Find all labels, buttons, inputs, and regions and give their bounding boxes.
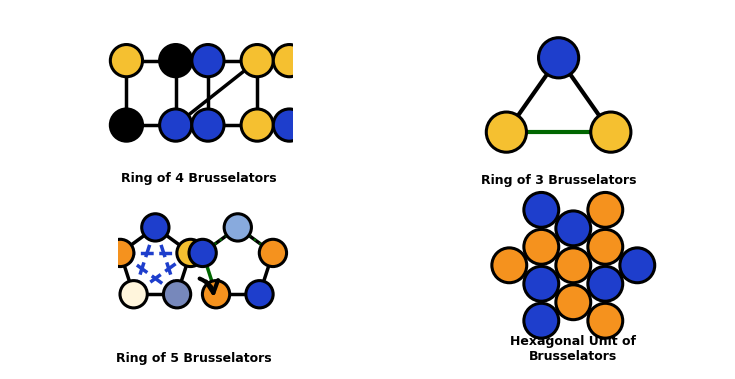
- Circle shape: [110, 44, 143, 77]
- Circle shape: [241, 44, 273, 77]
- Circle shape: [273, 44, 306, 77]
- Circle shape: [487, 112, 526, 152]
- Circle shape: [588, 266, 623, 301]
- Circle shape: [588, 303, 623, 338]
- Circle shape: [110, 109, 143, 141]
- Circle shape: [524, 266, 559, 301]
- Circle shape: [539, 38, 578, 78]
- Circle shape: [556, 248, 591, 283]
- Circle shape: [524, 229, 559, 264]
- Circle shape: [524, 303, 559, 338]
- Text: Ring of 4 Brusselators: Ring of 4 Brusselators: [121, 172, 276, 185]
- Circle shape: [120, 280, 147, 308]
- Circle shape: [159, 44, 192, 77]
- Circle shape: [142, 214, 169, 241]
- Circle shape: [273, 109, 306, 141]
- Circle shape: [259, 239, 287, 266]
- Circle shape: [107, 239, 134, 266]
- Circle shape: [192, 44, 224, 77]
- Circle shape: [591, 112, 631, 152]
- Text: Ring of 5 Brusselators: Ring of 5 Brusselators: [116, 352, 272, 365]
- Circle shape: [224, 214, 251, 241]
- Circle shape: [189, 239, 216, 266]
- Circle shape: [556, 285, 591, 320]
- Circle shape: [492, 248, 527, 283]
- Circle shape: [159, 109, 192, 141]
- Circle shape: [556, 211, 591, 246]
- Circle shape: [177, 239, 204, 266]
- Circle shape: [202, 280, 230, 308]
- Circle shape: [588, 229, 623, 264]
- Circle shape: [192, 109, 224, 141]
- Text: Hexagonal Unit of
Brusselators: Hexagonal Unit of Brusselators: [510, 335, 637, 363]
- Circle shape: [588, 193, 623, 227]
- Circle shape: [246, 280, 273, 308]
- Circle shape: [163, 280, 190, 308]
- Circle shape: [620, 248, 655, 283]
- Text: Ring of 3 Brusselators: Ring of 3 Brusselators: [481, 174, 637, 187]
- Circle shape: [241, 109, 273, 141]
- Circle shape: [524, 193, 559, 227]
